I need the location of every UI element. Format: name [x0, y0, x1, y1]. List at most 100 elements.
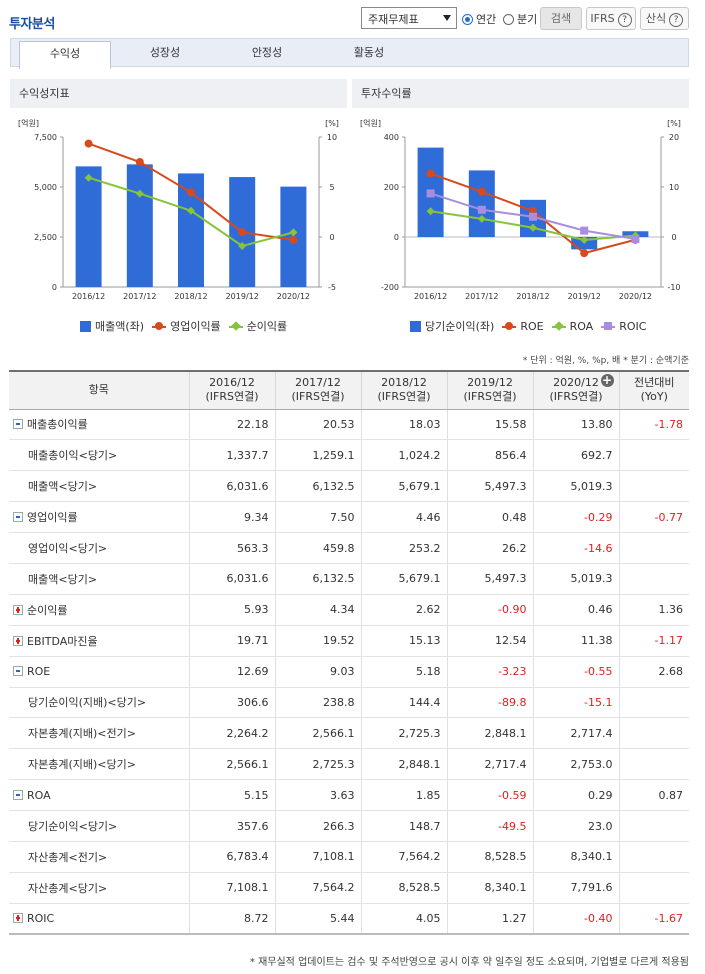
basis-label: (IFRS연결)	[463, 390, 517, 404]
radio-quarter[interactable]: 분기	[503, 11, 537, 27]
statement-select[interactable]: 주재무제표	[361, 7, 457, 29]
collapse-icon[interactable]	[13, 666, 23, 677]
value-cell: 8,528.5	[446, 841, 533, 873]
profitability-chart: [억원] [%] 7,500 5,000 2,500 0 10 5 0 -5 2016/12 2017…	[18, 118, 339, 301]
help-icon: ?	[669, 13, 684, 27]
chevron-down-icon	[443, 15, 451, 21]
radio-quarter-label: 분기	[517, 13, 538, 26]
table-header-row: 항목 2016/12 (IFRS연결) 2017/12 (IFRS연결) 2018/…	[9, 371, 689, 410]
expand-icon[interactable]	[13, 604, 23, 615]
legend-roa-label: ROA	[569, 319, 594, 333]
data-point	[580, 235, 589, 244]
header-bar: 투자분석 주재무제표 연간 분기 검색 IFRS? 산식?	[0, 0, 705, 38]
row-label-cell[interactable]: 매출총이익률	[9, 409, 189, 441]
value-cell: 9.34	[188, 501, 275, 534]
x-tick-label: 2017/12	[465, 292, 498, 301]
row-label-cell[interactable]: ROA	[9, 779, 189, 812]
expand-icon[interactable]	[13, 635, 23, 646]
x-tick-label: 2016/12	[414, 292, 447, 301]
value-cell: -0.29	[532, 501, 619, 534]
value-cell: 2,264.2	[188, 717, 275, 750]
yoy-cell: -0.77	[618, 501, 689, 534]
data-point	[426, 207, 435, 216]
table-row: ROIC 8.72 5.44 4.05 1.27 -0.40 -1.67	[9, 903, 689, 936]
x-tick-label: 2018/12	[174, 292, 207, 301]
legend-net-income[interactable]: 당기순이익(좌)	[410, 318, 494, 334]
yoy-cell	[618, 532, 689, 564]
row-label-cell[interactable]: ROE	[9, 656, 189, 688]
add-column-icon[interactable]: +	[600, 373, 614, 387]
value-cell: -49.5	[446, 810, 533, 842]
value-cell: 5.44	[274, 903, 361, 936]
row-label: 매출액<당기>	[28, 572, 98, 586]
value-cell: 563.3	[188, 532, 275, 564]
yoy-cell	[618, 470, 689, 503]
value-cell: -3.23	[446, 656, 533, 688]
profitability-legend: 매출액(좌) 영업이익률 순이익률	[80, 318, 295, 334]
row-label-cell: 매출액<당기>	[9, 563, 189, 595]
value-cell: 15.58	[446, 409, 533, 441]
row-label-cell: 자산총계<전기>	[9, 841, 189, 873]
period-label: 2017/12	[295, 376, 341, 390]
value-cell: 144.4	[360, 687, 447, 719]
row-label-cell: 자산총계<당기>	[9, 872, 189, 904]
formula-button[interactable]: 산식?	[640, 7, 689, 30]
value-cell: -0.59	[446, 779, 533, 812]
value-cell: 18.03	[360, 409, 447, 441]
tab-profitability[interactable]: 수익성	[19, 41, 111, 69]
tab-activity[interactable]: 활동성	[353, 46, 385, 59]
table-row: 영업이익률 9.34 7.50 4.46 0.48 -0.29 -0.77	[9, 501, 689, 534]
radio-annual[interactable]: 연간	[462, 11, 496, 27]
y-left-tick-label: 200	[384, 183, 399, 192]
tab-growth[interactable]: 성장성	[149, 46, 181, 59]
ifrs-button-label: IFRS	[590, 12, 615, 25]
value-cell: 7,791.6	[532, 872, 619, 904]
value-cell: 856.4	[446, 439, 533, 472]
period-label: 2019/12	[467, 376, 513, 390]
legend-roa[interactable]: ROA	[551, 319, 594, 333]
y-left-tick-label: 5,000	[34, 183, 57, 192]
collapse-icon[interactable]	[13, 419, 23, 430]
yoy-cell	[618, 717, 689, 750]
value-cell: 2,725.3	[360, 717, 447, 750]
basis-label: (IFRS연결)	[291, 390, 345, 404]
yoy-cell: 2.68	[618, 656, 689, 688]
row-label: 자산총계<당기>	[28, 881, 108, 895]
y-right-tick-label: 20	[669, 133, 679, 142]
data-point	[187, 206, 195, 215]
data-point	[289, 235, 298, 244]
search-button[interactable]: 검색	[540, 7, 582, 30]
legend-line-circle-swatch	[152, 321, 167, 332]
legend-line-circle-swatch	[502, 321, 517, 332]
legend-op-margin[interactable]: 영업이익률	[152, 318, 221, 334]
row-label-cell[interactable]: 영업이익률	[9, 501, 189, 534]
yoy-cell: -1.67	[618, 903, 689, 936]
row-label-cell[interactable]: 순이익률	[9, 594, 189, 626]
row-label-cell[interactable]: ROIC	[9, 903, 189, 936]
investment-return-chart: [억원] [%] 400 200 0 -200 20 10 0 -10 2016/12 2017/12…	[360, 118, 681, 301]
collapse-icon[interactable]	[13, 789, 23, 800]
collapse-icon[interactable]	[13, 512, 23, 523]
data-point	[84, 139, 93, 148]
investment-return-chart-title: 투자수익률	[352, 79, 689, 108]
legend-sales[interactable]: 매출액(좌)	[80, 318, 144, 334]
tab-stability[interactable]: 안정성	[251, 46, 283, 59]
legend-roic[interactable]: ROIC	[601, 320, 646, 333]
y-right-tick-label: -5	[328, 283, 336, 292]
value-cell: 306.6	[188, 687, 275, 719]
y-left-tick-label: 400	[384, 133, 399, 142]
value-cell: 5.18	[360, 656, 447, 688]
legend-roe[interactable]: ROE	[502, 320, 544, 333]
x-tick-label: 2017/12	[123, 292, 156, 301]
period-label: 2018/12	[381, 376, 427, 390]
yoy-cell	[618, 841, 689, 873]
value-cell: 1,337.7	[188, 439, 275, 472]
expand-icon[interactable]	[13, 912, 23, 923]
legend-net-margin[interactable]: 순이익률	[228, 318, 287, 334]
help-icon: ?	[617, 13, 632, 27]
ifrs-button[interactable]: IFRS?	[586, 7, 636, 30]
period-column-header: 2016/12 (IFRS연결)	[188, 371, 275, 410]
table-row: 자산총계<전기> 6,783.4 7,108.1 7,564.2 8,528.5 8,34…	[9, 841, 689, 873]
row-label-cell[interactable]: EBITDA마진율	[9, 625, 189, 657]
value-cell: 7,564.2	[360, 841, 447, 873]
